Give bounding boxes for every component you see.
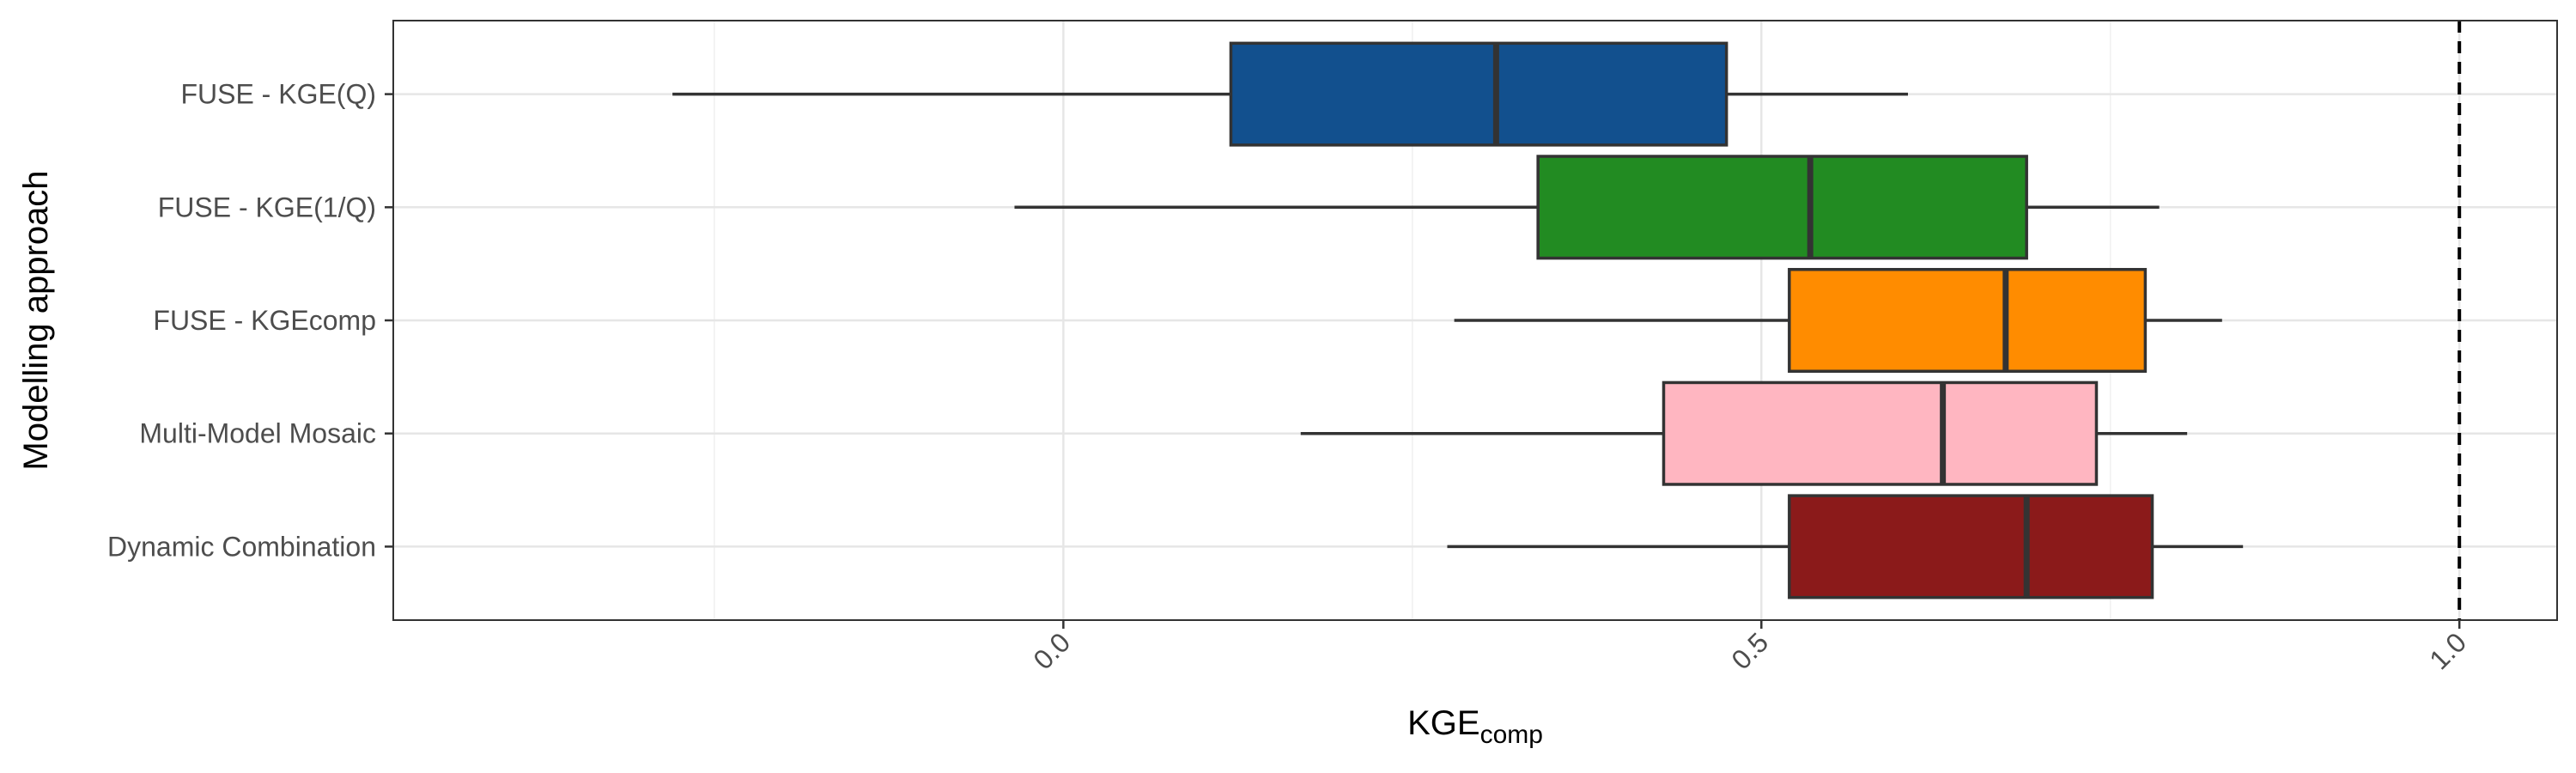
box-group: [1014, 155, 2160, 260]
x-axis-title: KGEcomp: [1407, 704, 1543, 749]
box-iqr: [1536, 155, 2028, 260]
box-layer: [672, 41, 2244, 600]
box-iqr: [1788, 267, 2148, 374]
x-tick-label: 1.0: [2423, 626, 2472, 675]
box-iqr: [1662, 380, 2099, 486]
y-tick-label: Multi-Model Mosaic: [139, 418, 376, 449]
y-tick-label: FUSE - KGE(Q): [180, 79, 376, 110]
y-tick-label: FUSE - KGEcomp: [153, 305, 376, 336]
y-tick-label: Dynamic Combination: [107, 531, 376, 562]
box-group: [1300, 380, 2188, 486]
box-iqr: [1229, 41, 1728, 147]
box-group: [1447, 494, 2244, 600]
x-axis-title-subscript: comp: [1480, 721, 1543, 749]
box-group: [672, 41, 1908, 147]
box-iqr: [1788, 494, 2154, 600]
y-axis-title: Modelling approach: [17, 170, 55, 470]
y-tick-label: FUSE - KGE(1/Q): [158, 192, 376, 222]
x-axis-title-main: KGE: [1407, 704, 1479, 742]
x-tick-label: 0.0: [1027, 626, 1076, 675]
x-tick-label: 0.5: [1725, 626, 1774, 675]
box-group: [1454, 267, 2222, 374]
